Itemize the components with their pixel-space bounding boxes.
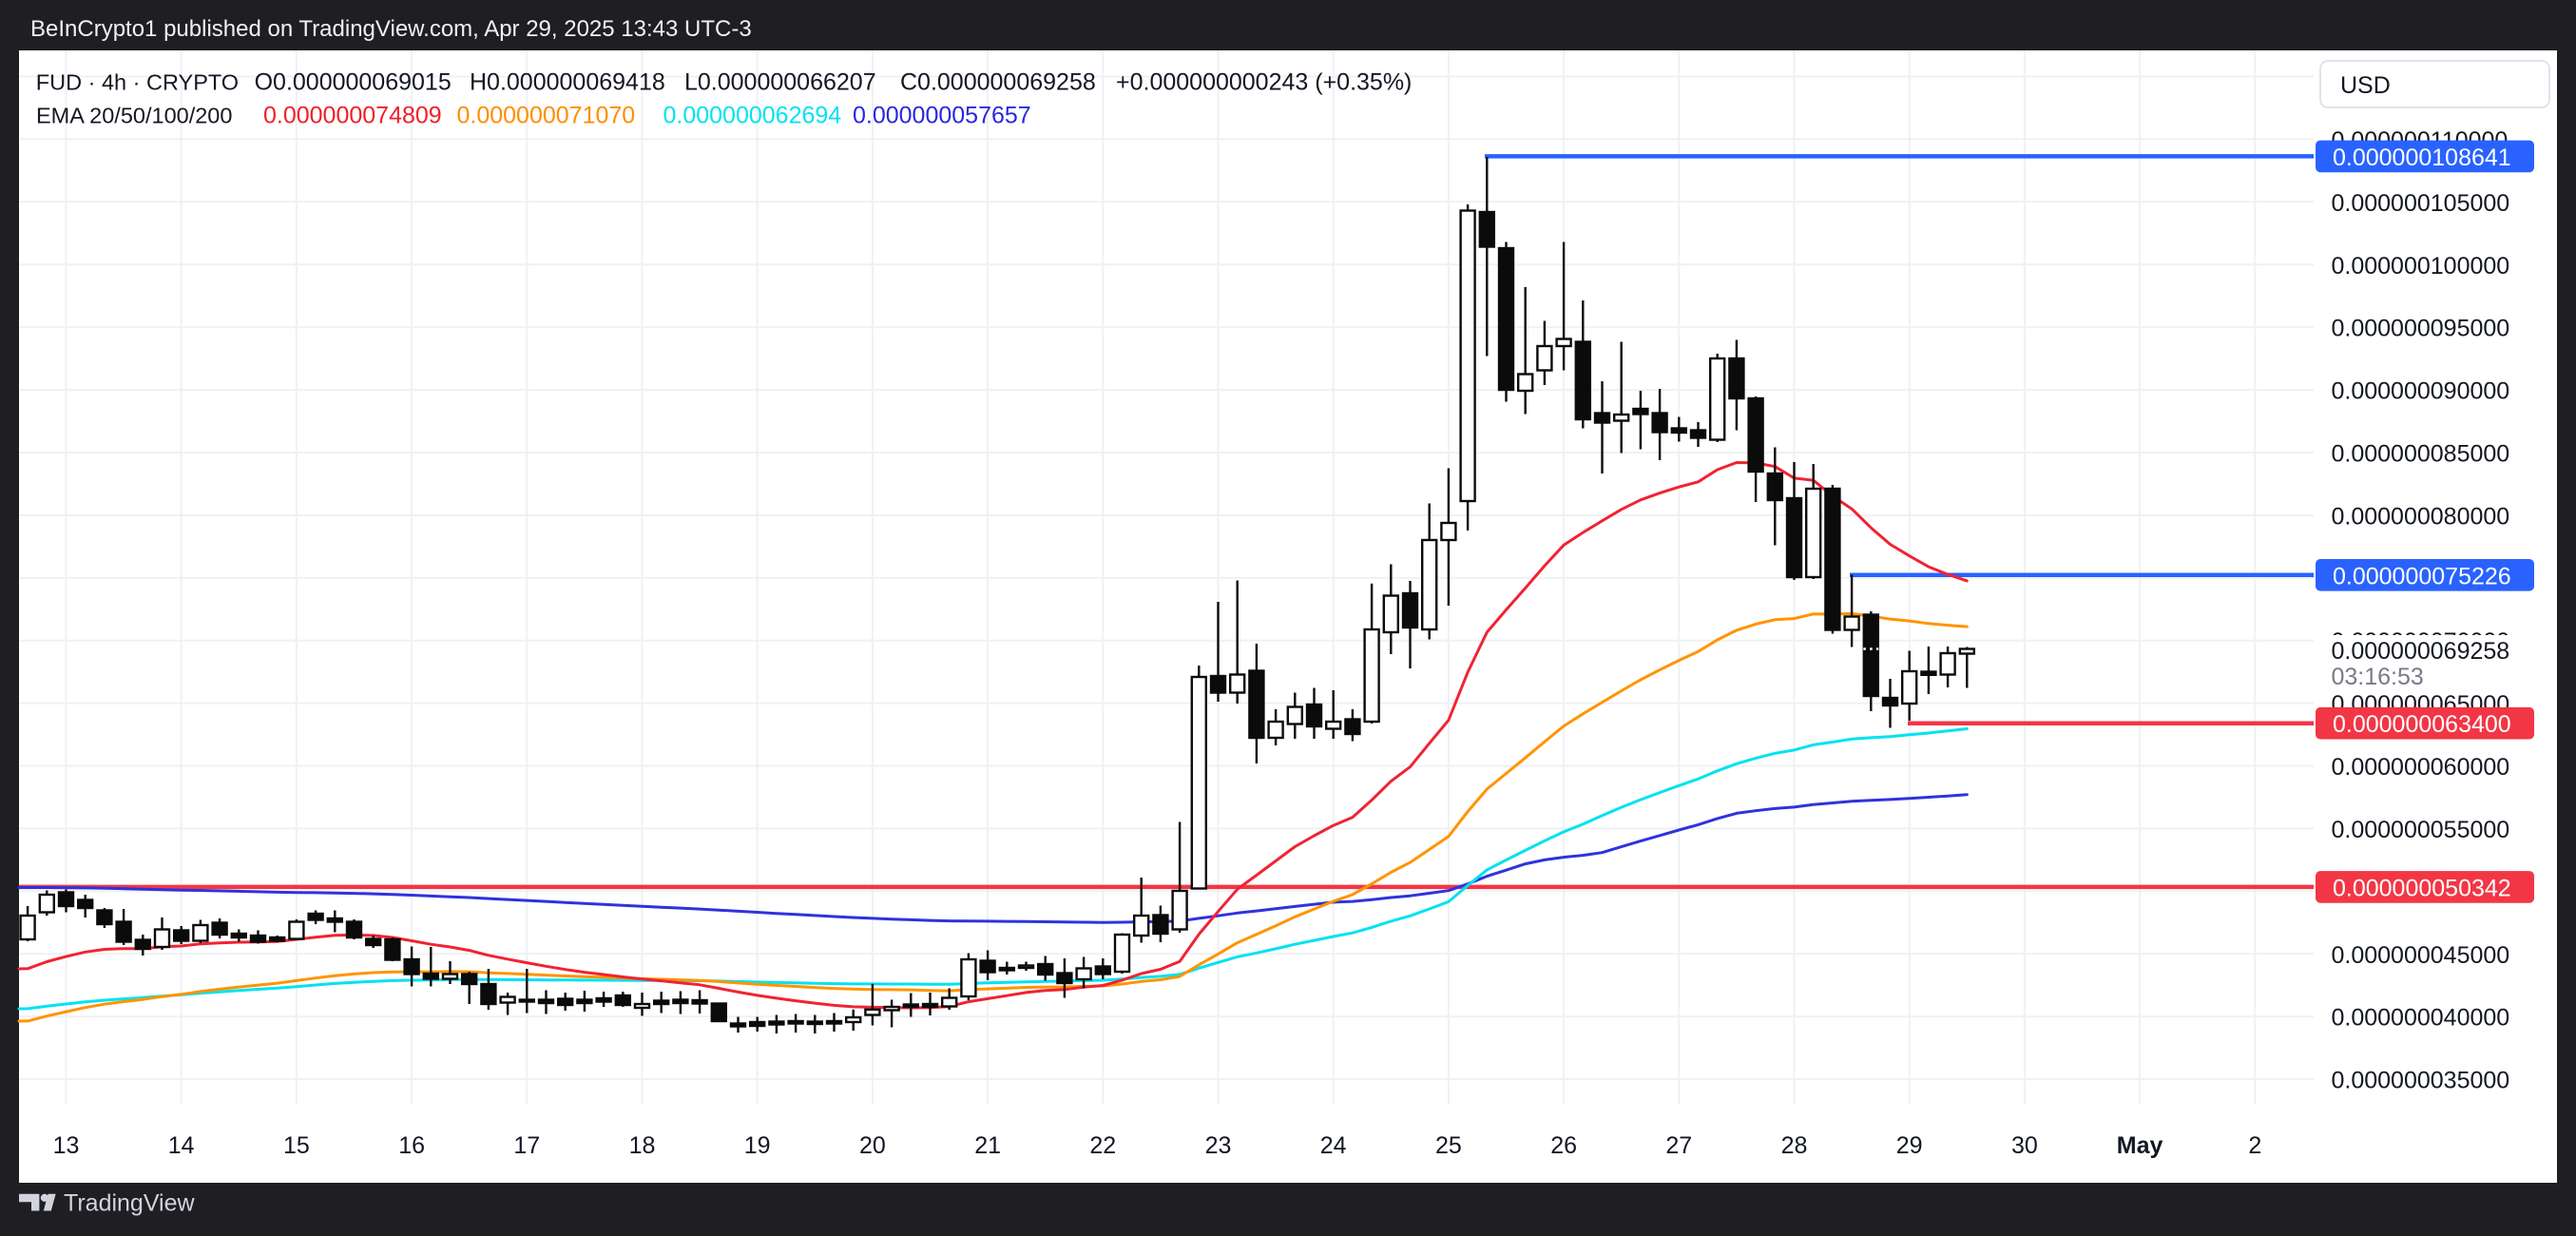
svg-text:21: 21 [974,1132,1001,1159]
svg-text:22: 22 [1089,1132,1116,1159]
svg-text:28: 28 [1781,1132,1808,1159]
svg-text:EMA 20/50/100/200: EMA 20/50/100/200 [36,104,232,128]
svg-text:0.000000080000: 0.000000080000 [2332,503,2510,530]
svg-text:0.000000055000: 0.000000055000 [2332,817,2510,843]
svg-text:USD: USD [2340,72,2391,99]
svg-text:L0.000000066207: L0.000000066207 [684,69,876,96]
svg-text:17: 17 [513,1132,540,1159]
svg-text:19: 19 [744,1132,771,1159]
svg-text:20: 20 [859,1132,886,1159]
svg-text:0.000000050342: 0.000000050342 [2333,875,2511,901]
svg-text:0.000000108641: 0.000000108641 [2333,145,2511,171]
svg-text:0.000000075226: 0.000000075226 [2333,563,2511,589]
svg-text:29: 29 [1896,1132,1923,1159]
svg-text:May: May [2117,1132,2163,1159]
svg-text:26: 26 [1550,1132,1577,1159]
svg-text:0.000000071070: 0.000000071070 [457,103,636,129]
svg-text:0.000000062694: 0.000000062694 [663,103,842,129]
svg-text:0.000000069258: 0.000000069258 [2332,638,2510,665]
svg-text:0.000000045000: 0.000000045000 [2332,942,2510,969]
svg-text:27: 27 [1665,1132,1692,1159]
svg-text:0.000000100000: 0.000000100000 [2332,253,2510,280]
svg-text:+0.000000000243 (+0.35%): +0.000000000243 (+0.35%) [1116,69,1412,96]
svg-text:H0.000000069418: H0.000000069418 [470,69,665,96]
svg-text:0.000000035000: 0.000000035000 [2332,1068,2510,1094]
svg-text:0.000000074809: 0.000000074809 [263,103,442,129]
svg-text:0.000000085000: 0.000000085000 [2332,441,2510,468]
svg-text:18: 18 [629,1132,656,1159]
svg-text:0.000000063400: 0.000000063400 [2333,711,2511,738]
svg-text:15: 15 [283,1132,310,1159]
svg-text:03:16:53: 03:16:53 [2332,664,2424,690]
svg-text:30: 30 [2011,1132,2038,1159]
svg-text:24: 24 [1320,1132,1347,1159]
svg-text:2: 2 [2248,1132,2261,1159]
svg-text:0.000000057657: 0.000000057657 [853,103,1031,129]
svg-text:16: 16 [398,1132,425,1159]
svg-text:FUD · 4h · CRYPTO: FUD · 4h · CRYPTO [36,70,239,95]
svg-text:0.000000060000: 0.000000060000 [2332,754,2510,781]
svg-text:O0.000000069015: O0.000000069015 [255,69,452,96]
svg-text:BeInCrypto1 published on Tradi: BeInCrypto1 published on TradingView.com… [30,16,752,42]
svg-text:0.000000095000: 0.000000095000 [2332,316,2510,342]
svg-text:TradingView: TradingView [64,1190,196,1217]
svg-text:14: 14 [168,1132,195,1159]
svg-text:0.000000105000: 0.000000105000 [2332,190,2510,217]
svg-text:23: 23 [1205,1132,1232,1159]
svg-text:13: 13 [53,1132,80,1159]
svg-text:C0.000000069258: C0.000000069258 [900,69,1096,96]
svg-text:0.000000040000: 0.000000040000 [2332,1005,2510,1032]
svg-text:0.000000090000: 0.000000090000 [2332,378,2510,405]
svg-text:25: 25 [1435,1132,1462,1159]
